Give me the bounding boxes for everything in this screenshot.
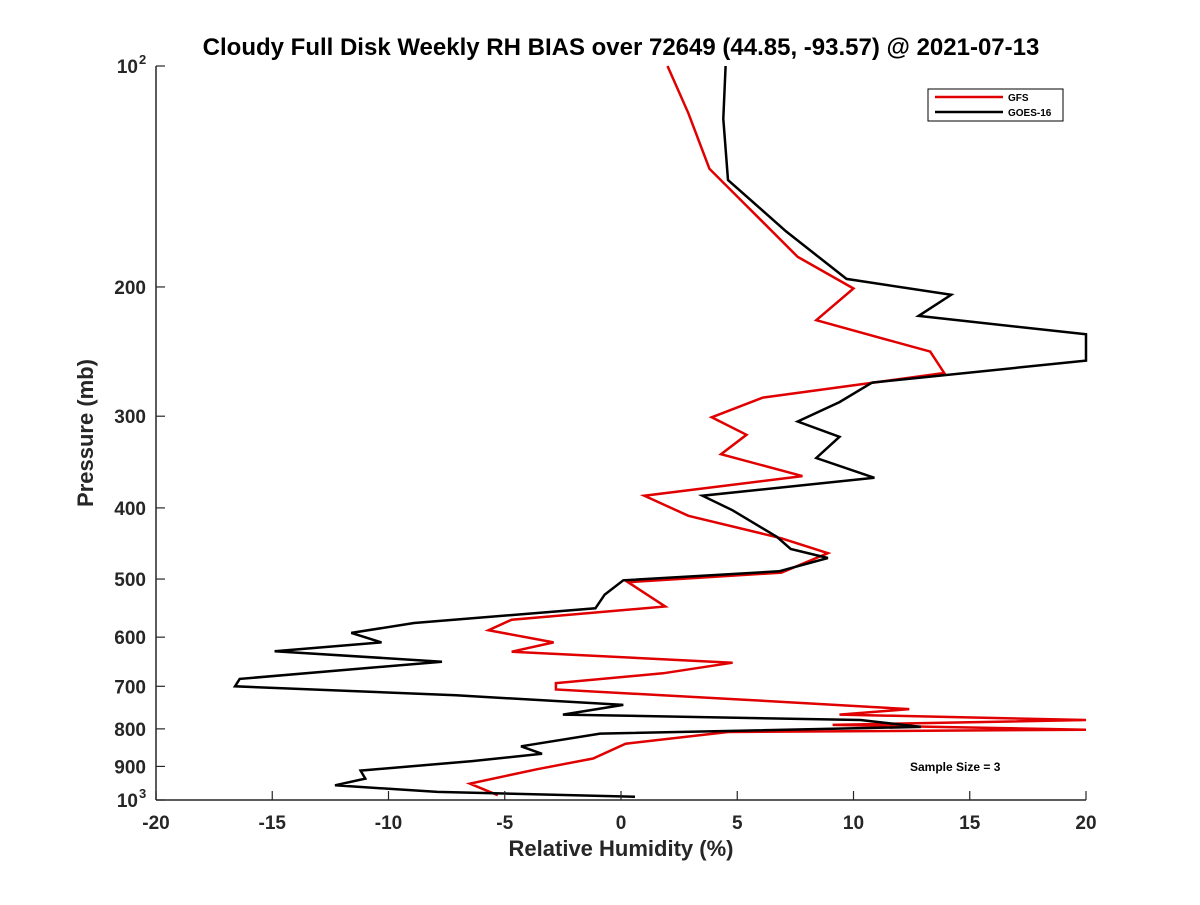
x-tick-label: -15 (259, 813, 287, 834)
x-tick-label: -20 (142, 813, 169, 834)
y-tick-label: 10 (117, 791, 138, 812)
x-tick-label: 0 (616, 813, 627, 834)
x-tick-label: 10 (843, 813, 864, 834)
legend-label-goes-16: GOES-16 (1008, 108, 1052, 119)
y-tick-label: 800 (114, 720, 146, 741)
y-tick-exponent: 2 (139, 52, 146, 67)
y-tick-label: 200 (114, 278, 146, 299)
x-axis-label: Relative Humidity (%) (509, 836, 734, 861)
x-tick-label: 20 (1075, 813, 1096, 834)
x-tick-label: -10 (375, 813, 402, 834)
x-tick-label: 15 (959, 813, 981, 834)
series-line-goes-16 (232, 65, 1088, 799)
y-tick-label: 600 (114, 628, 146, 649)
x-tick-label: -5 (496, 813, 513, 834)
x-axis-ticks: -20 -15 -10 -5 0 5 10 15 20 (142, 791, 1097, 834)
sample-size-annotation: Sample Size = 3 (910, 760, 1001, 774)
series-layer (232, 65, 1088, 799)
legend: GFS GOES-16 (927, 88, 1064, 122)
chart-title: Cloudy Full Disk Weekly RH BIAS over 726… (203, 34, 1040, 61)
y-tick-label: 900 (114, 757, 146, 778)
y-tick-label: 400 (114, 499, 146, 520)
plot-area: -20 -15 -10 -5 0 5 10 15 20 10 220030040050060070… (114, 52, 1096, 834)
legend-label-gfs: GFS (1008, 93, 1029, 104)
legend-box (927, 88, 1064, 122)
y-tick-label: 500 (114, 570, 146, 591)
y-tick-exponent: 3 (139, 786, 146, 801)
y-axis-label: Pressure (mb) (73, 359, 98, 507)
y-tick-label: 300 (114, 407, 146, 428)
y-tick-label: 700 (114, 677, 146, 698)
y-tick-label: 10 (117, 57, 138, 78)
x-tick-label: 5 (732, 813, 743, 834)
